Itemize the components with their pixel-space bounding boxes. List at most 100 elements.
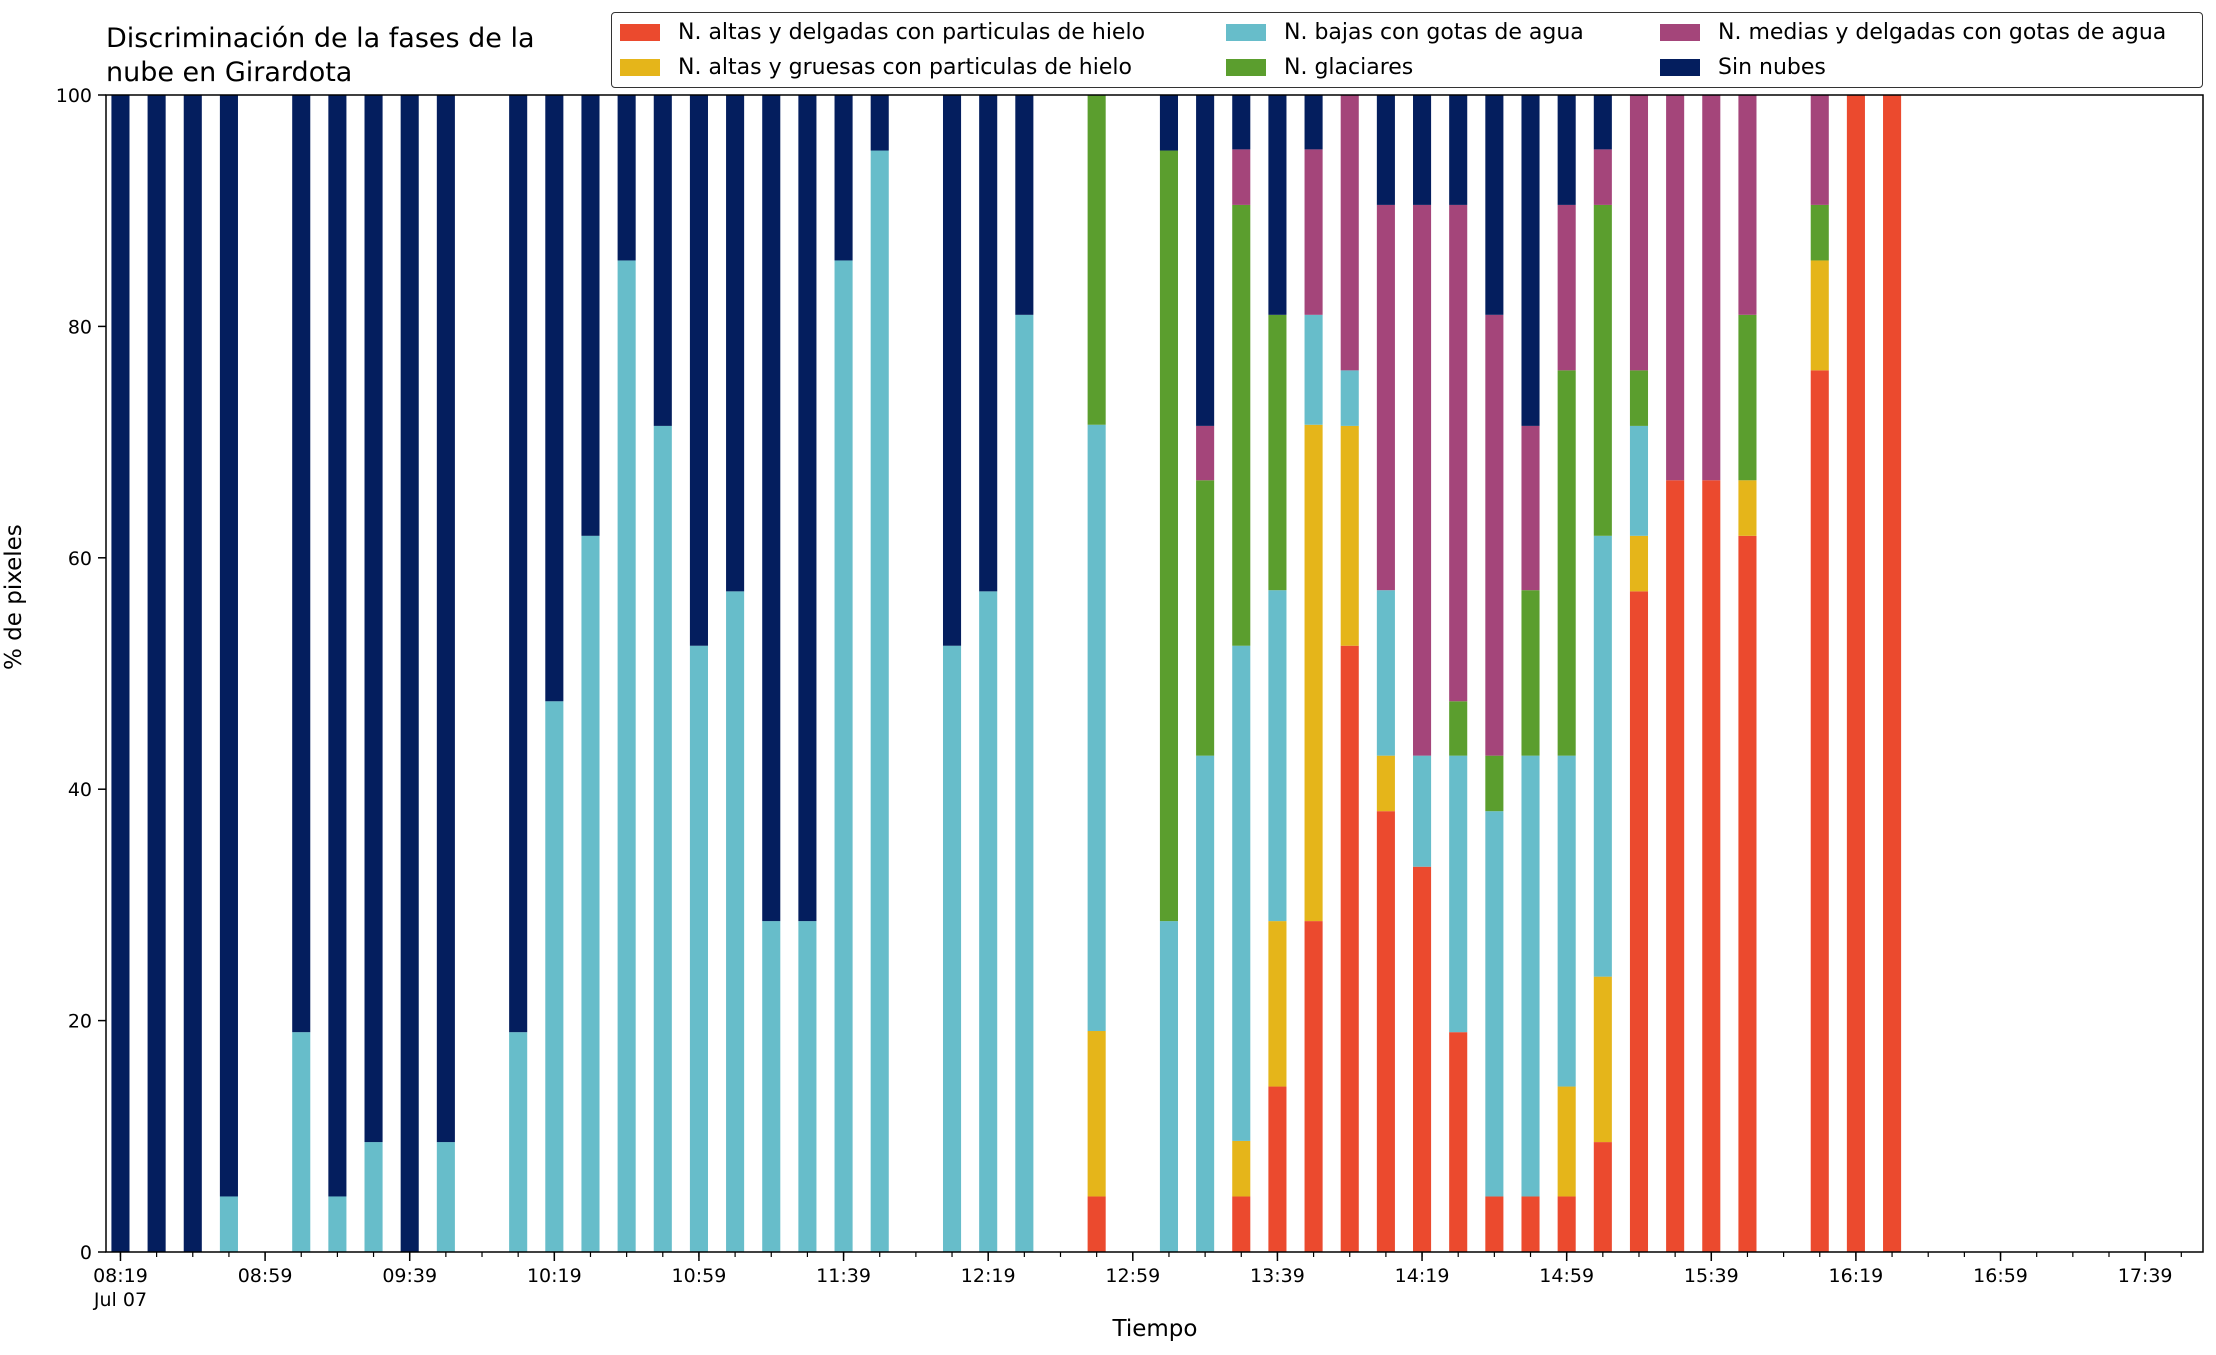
bar-segment: [1593, 204, 1612, 536]
bar-segment: [1015, 314, 1034, 1253]
bar-segment: [1810, 370, 1829, 1252]
plot-frame: [105, 94, 2204, 1253]
bar-stacks: [111, 95, 1902, 1253]
bar-segment: [364, 1142, 383, 1252]
bar-segment: [545, 701, 564, 1252]
bar-segment: [581, 95, 600, 536]
y-tick-label: 20: [68, 1011, 92, 1033]
bar-segment: [1159, 921, 1178, 1252]
bar-segment: [1413, 866, 1432, 1252]
bar-segment: [1196, 425, 1215, 481]
bar-segment: [689, 95, 708, 646]
bar-segment: [1304, 149, 1323, 315]
bar-segment: [1449, 95, 1468, 205]
bar-segment: [1449, 701, 1468, 756]
bar-segment: [1485, 1196, 1504, 1252]
legend-item-sin-nubes: Sin nubes: [1660, 55, 1826, 80]
legend-label-medias-delgadas: N. medias y delgadas con gotas de agua: [1718, 20, 2167, 45]
x-tick-label: 11:39: [816, 1265, 871, 1287]
bar-segment: [1087, 1031, 1106, 1197]
legend-item-altas-delgadas: N. altas y delgadas con particulas de hi…: [620, 20, 1145, 45]
bar-segment: [1593, 95, 1612, 150]
bar-segment: [1593, 535, 1612, 977]
bar-segment: [1304, 921, 1323, 1252]
bar-segment: [1485, 755, 1504, 812]
bar-segment: [1629, 535, 1649, 592]
bar-segment: [1557, 95, 1576, 205]
legend-swatch-medias-delgadas: [1660, 24, 1700, 41]
bar-segment: [1521, 1196, 1540, 1252]
bar-segment: [870, 150, 889, 1252]
y-axis-label: % de pixeles: [1, 524, 27, 670]
bar-segment: [1738, 535, 1757, 1252]
bar-segment: [1340, 425, 1359, 646]
bar-segment: [1629, 370, 1649, 426]
legend-label-altas-gruesas: N. altas y gruesas con particulas de hie…: [678, 55, 1132, 80]
bar-segment: [509, 95, 528, 1033]
x-tick-label: 12:59: [1105, 1265, 1160, 1287]
bar-segment: [1196, 755, 1215, 1252]
bar-segment: [1087, 424, 1106, 1032]
bar-segment: [1738, 95, 1757, 315]
bar-segment: [1268, 95, 1287, 315]
bar-segment: [1304, 95, 1323, 150]
bar-segment: [1449, 1032, 1468, 1252]
bar-segment: [1521, 95, 1540, 426]
bar-segment: [1557, 1196, 1576, 1252]
bar-segment: [1521, 425, 1540, 591]
bar-segment: [617, 260, 636, 1252]
x-tick-label: 08:19: [93, 1265, 148, 1287]
bar-segment: [1268, 590, 1287, 922]
bar-segment: [328, 1196, 347, 1252]
bar-segment: [1557, 204, 1576, 371]
bar-segment: [147, 95, 166, 1252]
bar-segment: [219, 95, 238, 1197]
bar-segment: [798, 95, 817, 922]
bar-segment: [762, 921, 781, 1252]
bar-segment: [762, 95, 781, 922]
legend-label-bajas: N. bajas con gotas de agua: [1284, 20, 1584, 45]
bar-segment: [1702, 480, 1721, 1252]
bar-segment: [1449, 755, 1468, 1033]
bar-segment: [1629, 425, 1649, 536]
x-tick-label: 15:39: [1684, 1265, 1739, 1287]
x-axis-label: Tiempo: [1112, 1316, 1198, 1342]
bar-segment: [653, 95, 672, 426]
bar-segment: [798, 921, 817, 1252]
bar-segment: [1268, 921, 1287, 1087]
bar-segment: [328, 95, 347, 1197]
bar-segment: [617, 95, 636, 261]
bar-segment: [1159, 95, 1178, 151]
bar-segment: [1449, 204, 1468, 702]
legend-swatch-bajas: [1226, 24, 1266, 41]
bar-segment: [1196, 95, 1215, 426]
x-tick-date-label: Jul 07: [93, 1289, 147, 1311]
bar-segment: [870, 95, 889, 151]
bar-segment: [834, 260, 853, 1252]
bar-segment: [1413, 204, 1432, 756]
bar-segment: [436, 1142, 455, 1252]
bar-segment: [1376, 204, 1395, 591]
bar-segment: [689, 645, 708, 1252]
bar-segment: [1232, 1196, 1251, 1252]
bar-segment: [1557, 1086, 1576, 1197]
y-axis: 0 20 40 60 80 100: [56, 85, 106, 1264]
legend-item-medias-delgadas: N. medias y delgadas con gotas de agua: [1660, 20, 2166, 45]
bar-segment: [1413, 755, 1432, 867]
bar-segment: [1015, 95, 1034, 315]
bar-segment: [111, 95, 130, 1252]
bar-segment: [1087, 95, 1106, 425]
bar-segment: [1593, 149, 1612, 205]
bar-segment: [1232, 1140, 1251, 1197]
legend-swatch-altas-gruesas: [620, 59, 660, 76]
bar-segment: [581, 535, 600, 1252]
bar-segment: [1738, 480, 1757, 536]
bar-segment: [1810, 95, 1829, 205]
bar-segment: [1485, 811, 1504, 1197]
bar-segment: [1268, 1086, 1287, 1252]
bar-segment: [1666, 95, 1685, 481]
x-tick-label: 10:59: [672, 1265, 727, 1287]
bar-segment: [1232, 149, 1251, 205]
bar-segment: [726, 591, 745, 1252]
